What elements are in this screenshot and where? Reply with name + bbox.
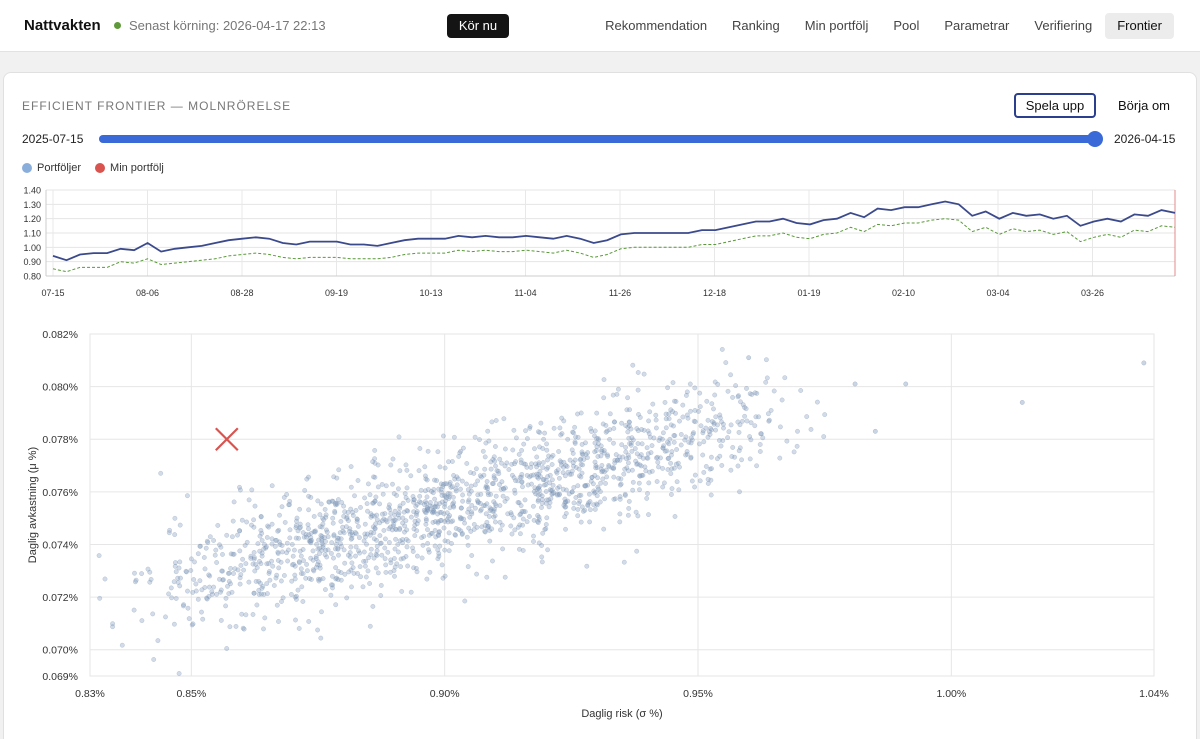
nav-item-min-portfölj[interactable]: Min portfölj: [804, 18, 869, 33]
legend-dot-icon: [95, 163, 106, 173]
timeline-slider[interactable]: [99, 131, 1103, 147]
main-nav: Rekommendation Ranking Min portfölj Pool Par…: [592, 13, 1174, 39]
frontier-title: EFFICIENT FRONTIER — MOLNRÖRELSE: [22, 99, 292, 113]
nav-item-pool[interactable]: Pool: [893, 18, 920, 33]
status-dot-icon: [114, 22, 121, 29]
reset-button[interactable]: Börja om: [1117, 98, 1171, 113]
frontier-card: EFFICIENT FRONTIER — MOLNRÖRELSE Spela u…: [3, 72, 1197, 739]
run-now-button[interactable]: Kör nu: [447, 14, 509, 38]
slider-thumb[interactable]: [1087, 131, 1103, 147]
top-bar: Nattvakten Senast körning: 2026-04-17 22…: [0, 0, 1200, 52]
nav-item-frontier[interactable]: Frontier: [1105, 13, 1174, 39]
slider-end-date: 2026-04-15: [1114, 132, 1176, 146]
nav-item-rekommendation[interactable]: Rekommendation: [605, 18, 708, 33]
nav-item-parametrar[interactable]: Parametrar: [944, 18, 1010, 33]
legend-item-my-portfolio[interactable]: Min portfölj: [95, 162, 164, 174]
slider-start-date: 2025-07-15: [22, 132, 84, 146]
legend-dot-icon: [22, 163, 32, 173]
slider-fill: [99, 135, 1095, 143]
nav-item-verifiering[interactable]: Verifiering: [1034, 18, 1093, 33]
nav-item-ranking[interactable]: Ranking: [732, 18, 780, 33]
play-button[interactable]: Spela upp: [1014, 93, 1096, 118]
legend-label: Portföljer: [37, 162, 82, 174]
chart-legend: Portföljer Min portfölj: [22, 162, 178, 174]
legend-item-portfolios[interactable]: Portföljer: [22, 162, 81, 174]
app-brand: Nattvakten: [24, 17, 101, 34]
last-run-text: Senast körning: 2026-04-17 22:13: [129, 18, 326, 33]
legend-label: Min portfölj: [110, 162, 164, 174]
last-run-status: Senast körning: 2026-04-17 22:13: [114, 18, 326, 33]
